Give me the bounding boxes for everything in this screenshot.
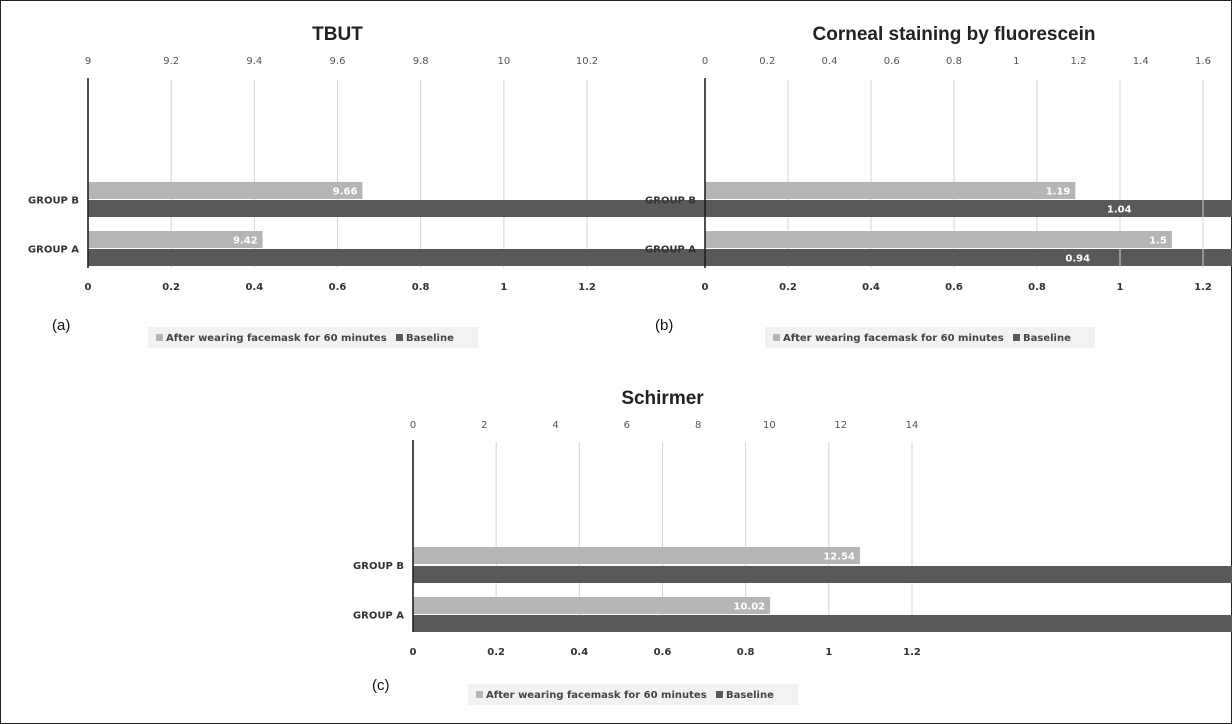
bar-baseline-group-a bbox=[413, 615, 1232, 632]
bottom-axis-tick-label: 0.2 bbox=[162, 282, 180, 293]
legend-label-baseline: Baseline bbox=[726, 690, 774, 701]
legend: After wearing facemask for 60 minutes Bas… bbox=[765, 327, 1095, 348]
top-axis-tick-label: 14 bbox=[906, 420, 919, 431]
bottom-axis-tick-label: 0.8 bbox=[412, 282, 430, 293]
bottom-axis-tick-label: 0.6 bbox=[654, 647, 672, 658]
data-label: 9.42 bbox=[233, 236, 258, 247]
legend-background bbox=[765, 327, 1095, 348]
top-axis-tick-label: 12 bbox=[834, 420, 847, 431]
top-axis-tick-label: 0 bbox=[410, 420, 416, 431]
legend-label-after: After wearing facemask for 60 minutes bbox=[783, 333, 1004, 344]
bar-after-group-a bbox=[88, 231, 263, 248]
category-label: GROUP A bbox=[645, 245, 696, 256]
top-axis-tick-label: 1 bbox=[1013, 56, 1019, 67]
bottom-axis-tick-label: 0.4 bbox=[862, 282, 880, 293]
top-axis-tick-label: 10 bbox=[763, 420, 776, 431]
legend: After wearing facemask for 60 minutes Bas… bbox=[148, 327, 478, 348]
bottom-axis-tick-label: 0.8 bbox=[737, 647, 755, 658]
category-label: GROUP A bbox=[28, 245, 79, 256]
data-label: 1.19 bbox=[1046, 187, 1071, 198]
panel-letter: (c) bbox=[372, 677, 390, 694]
top-axis-tick-label: 10.2 bbox=[576, 56, 598, 67]
bottom-axis-tick-label: 0 bbox=[85, 282, 92, 293]
legend-swatch-baseline bbox=[396, 334, 403, 341]
legend-label-after: After wearing facemask for 60 minutes bbox=[166, 333, 387, 344]
chart-title: Schirmer bbox=[621, 388, 704, 409]
bottom-axis-tick-label: 1 bbox=[1117, 282, 1124, 293]
bottom-axis-tick-label: 1.2 bbox=[578, 282, 596, 293]
top-axis-tick-label: 6 bbox=[624, 420, 630, 431]
data-label: 12.54 bbox=[823, 552, 855, 563]
chart-panel-3: Schirmer 0 2 4 6 8 10 12 14 0 0.2 0.4 0.6 0.8 1 1.2 12.5… bbox=[353, 388, 1232, 705]
category-label: GROUP B bbox=[353, 561, 404, 572]
bottom-axis-tick-label: 0.2 bbox=[487, 647, 505, 658]
category-label: GROUP B bbox=[28, 196, 79, 207]
legend-swatch-after bbox=[476, 691, 483, 698]
bottom-axis-tick-label: 0.4 bbox=[245, 282, 263, 293]
top-axis-tick-label: 0.4 bbox=[822, 56, 838, 67]
legend-swatch-after bbox=[773, 334, 780, 341]
category-label: GROUP A bbox=[353, 611, 404, 622]
category-label: GROUP B bbox=[645, 196, 696, 207]
top-axis-tick-label: 10 bbox=[497, 56, 510, 67]
legend-swatch-after bbox=[156, 334, 163, 341]
top-axis-tick-label: 0.2 bbox=[759, 56, 775, 67]
bottom-axis-tick-label: 0.6 bbox=[945, 282, 963, 293]
panel-letter: (b) bbox=[655, 317, 673, 334]
panel-letter: (a) bbox=[52, 317, 70, 334]
bottom-axis-tick-label: 1.2 bbox=[903, 647, 921, 658]
bottom-axis-tick-label: 1 bbox=[500, 282, 507, 293]
top-axis-tick-label: 8 bbox=[695, 420, 701, 431]
bar-after-group-a bbox=[705, 231, 1172, 248]
chart-panel-2: Corneal staining by fluorescein 0 0.2 0.4 0.… bbox=[645, 24, 1212, 348]
bottom-axis-tick-label: 0.8 bbox=[1028, 282, 1046, 293]
top-axis-tick-label: 1.6 bbox=[1195, 56, 1211, 67]
data-label: 0.94 bbox=[1065, 254, 1090, 265]
bottom-axis-tick-label: 0 bbox=[702, 282, 709, 293]
top-axis-tick-label: 1.4 bbox=[1133, 56, 1149, 67]
legend-label-baseline: Baseline bbox=[406, 333, 454, 344]
data-label: 1.5 bbox=[1149, 236, 1167, 247]
top-axis-tick-label: 9.8 bbox=[413, 56, 429, 67]
bar-after-group-a bbox=[413, 597, 771, 614]
legend-label-after: After wearing facemask for 60 minutes bbox=[486, 690, 707, 701]
top-axis-tick-label: 9.6 bbox=[330, 56, 346, 67]
top-axis-tick-label: 9 bbox=[85, 56, 91, 67]
bar-after-group-b bbox=[705, 182, 1076, 199]
bar-after-group-b bbox=[88, 182, 363, 199]
bottom-axis-tick-label: 0 bbox=[410, 647, 417, 658]
top-axis-tick-label: 0 bbox=[702, 56, 708, 67]
top-axis-tick-label: 9.4 bbox=[246, 56, 262, 67]
chart-title: TBUT bbox=[312, 24, 363, 45]
data-label: 10.02 bbox=[734, 602, 766, 613]
chart-title: Corneal staining by fluorescein bbox=[813, 24, 1096, 45]
top-axis-tick-label: 0.8 bbox=[946, 56, 962, 67]
bar-after-group-b bbox=[413, 547, 860, 564]
legend-label-baseline: Baseline bbox=[1023, 333, 1071, 344]
legend-background bbox=[468, 684, 798, 705]
legend-swatch-baseline bbox=[716, 691, 723, 698]
bottom-axis-tick-label: 1 bbox=[825, 647, 832, 658]
data-label: 9.66 bbox=[333, 187, 358, 198]
bar-baseline-group-a bbox=[705, 249, 1096, 266]
legend: After wearing facemask for 60 minutes Bas… bbox=[468, 684, 798, 705]
top-axis-tick-label: 1.2 bbox=[1071, 56, 1087, 67]
legend-swatch-baseline bbox=[1013, 334, 1020, 341]
bottom-axis-tick-label: 0.6 bbox=[329, 282, 347, 293]
bar-baseline-group-b bbox=[705, 200, 1137, 217]
top-axis-tick-label: 2 bbox=[481, 420, 487, 431]
bottom-axis-tick-label: 0.4 bbox=[570, 647, 588, 658]
data-label: 1.04 bbox=[1107, 205, 1132, 216]
legend-background bbox=[148, 327, 478, 348]
top-axis-tick-label: 9.2 bbox=[163, 56, 179, 67]
top-axis-tick-label: 0.6 bbox=[884, 56, 900, 67]
bottom-axis-tick-label: 1.2 bbox=[1194, 282, 1212, 293]
top-axis-tick-label: 4 bbox=[552, 420, 558, 431]
bar-baseline-group-b bbox=[413, 566, 1232, 583]
bottom-axis-tick-label: 0.2 bbox=[779, 282, 797, 293]
